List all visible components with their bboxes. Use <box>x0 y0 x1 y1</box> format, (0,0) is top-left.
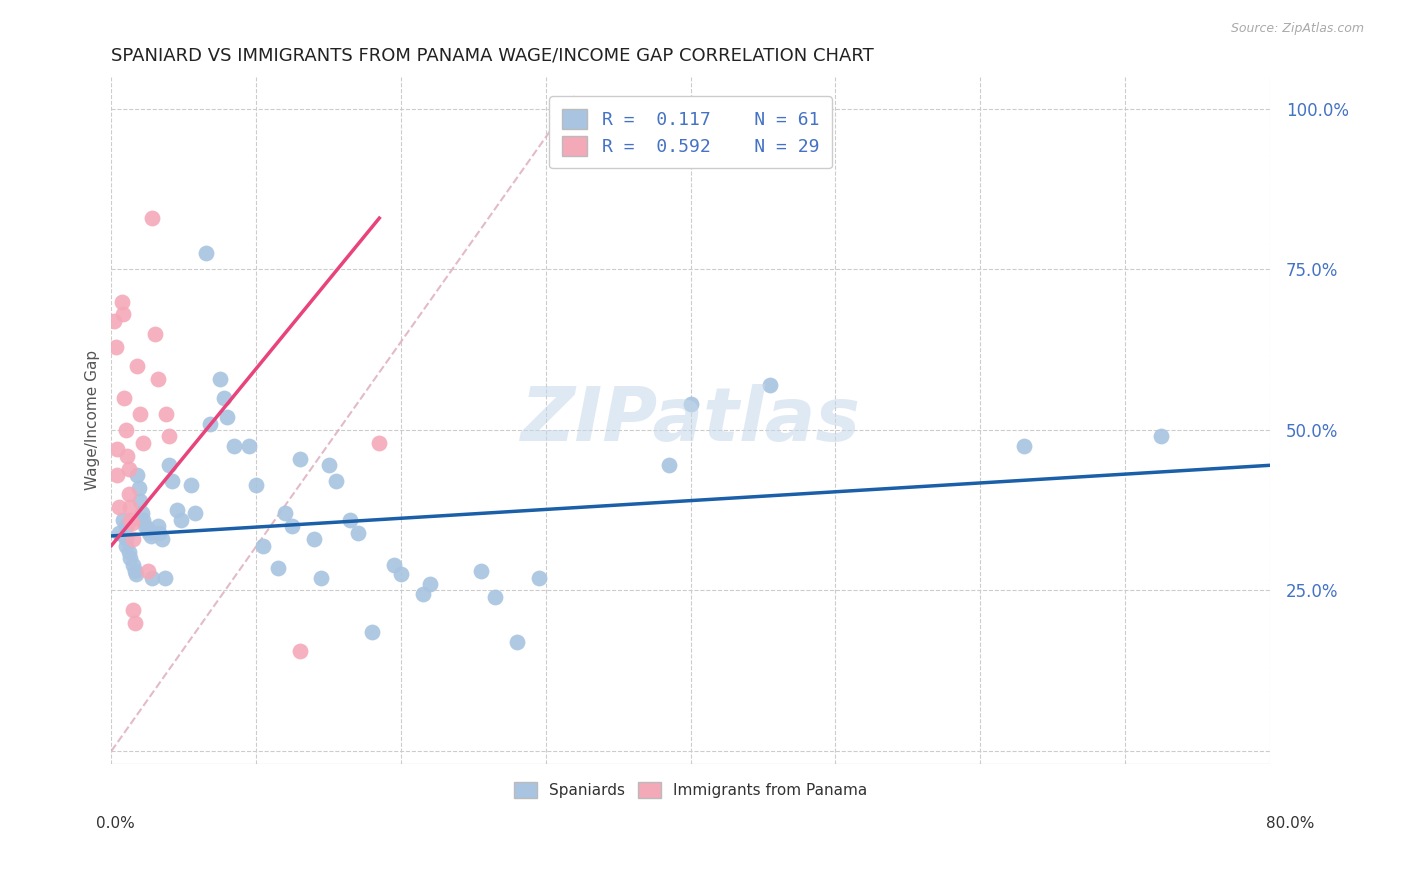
Point <box>120 551 142 566</box>
Point <box>288 451 311 466</box>
Point <box>155 407 177 421</box>
Point <box>153 571 176 585</box>
Point <box>131 507 153 521</box>
Point <box>105 442 128 457</box>
Point <box>679 397 702 411</box>
Point <box>311 571 333 585</box>
Point <box>506 635 529 649</box>
Point <box>105 467 128 482</box>
Point <box>134 519 156 533</box>
Point <box>484 590 506 604</box>
Point <box>122 603 145 617</box>
Point <box>325 475 347 489</box>
Point <box>658 458 681 473</box>
Point <box>141 211 163 226</box>
Point <box>148 525 170 540</box>
Point <box>115 519 138 533</box>
Point <box>122 532 145 546</box>
Point <box>166 503 188 517</box>
Point <box>127 359 149 373</box>
Point <box>138 525 160 540</box>
Point <box>132 513 155 527</box>
Point <box>124 615 146 630</box>
Point <box>412 587 434 601</box>
Point <box>1012 439 1035 453</box>
Point <box>267 561 290 575</box>
Point <box>288 644 311 658</box>
Text: 0.0%: 0.0% <box>96 816 135 830</box>
Point <box>136 523 159 537</box>
Point <box>389 567 412 582</box>
Point <box>111 307 134 321</box>
Point <box>132 435 155 450</box>
Point <box>118 487 141 501</box>
Point <box>368 435 391 450</box>
Point <box>107 500 129 514</box>
Point <box>146 371 169 385</box>
Point <box>150 532 173 546</box>
Point <box>339 513 361 527</box>
Point <box>180 477 202 491</box>
Point <box>136 564 159 578</box>
Point <box>238 439 260 453</box>
Point <box>104 339 127 353</box>
Point <box>120 500 142 514</box>
Point <box>194 246 217 260</box>
Point <box>120 513 142 527</box>
Point <box>224 439 246 453</box>
Point <box>170 513 193 527</box>
Legend: Spaniards, Immigrants from Panama: Spaniards, Immigrants from Panama <box>506 774 875 805</box>
Point <box>127 467 149 482</box>
Point <box>115 423 138 437</box>
Point <box>217 410 239 425</box>
Point <box>198 417 221 431</box>
Point <box>129 493 152 508</box>
Point <box>252 539 274 553</box>
Text: SPANIARD VS IMMIGRANTS FROM PANAMA WAGE/INCOME GAP CORRELATION CHART: SPANIARD VS IMMIGRANTS FROM PANAMA WAGE/… <box>111 46 875 64</box>
Point <box>274 507 297 521</box>
Point <box>759 378 782 392</box>
Point <box>470 564 492 578</box>
Y-axis label: Wage/Income Gap: Wage/Income Gap <box>86 351 100 491</box>
Point <box>141 571 163 585</box>
Point <box>114 391 136 405</box>
Point <box>118 545 141 559</box>
Point <box>128 481 150 495</box>
Point <box>110 294 132 309</box>
Point <box>419 577 441 591</box>
Point <box>157 429 180 443</box>
Point <box>111 513 134 527</box>
Point <box>281 519 304 533</box>
Point <box>121 516 143 530</box>
Point <box>361 625 384 640</box>
Point <box>527 571 550 585</box>
Point <box>302 532 325 546</box>
Point <box>118 461 141 475</box>
Point <box>157 458 180 473</box>
Point <box>245 477 267 491</box>
Point <box>139 529 162 543</box>
Point <box>122 558 145 572</box>
Point <box>115 532 138 546</box>
Point <box>318 458 340 473</box>
Point <box>125 567 148 582</box>
Point <box>214 391 236 405</box>
Text: Source: ZipAtlas.com: Source: ZipAtlas.com <box>1230 22 1364 36</box>
Point <box>346 525 368 540</box>
Point <box>146 519 169 533</box>
Point <box>129 407 152 421</box>
Point <box>115 539 138 553</box>
Point <box>103 314 125 328</box>
Point <box>382 558 405 572</box>
Text: ZIPatlas: ZIPatlas <box>520 384 860 457</box>
Point <box>117 449 139 463</box>
Point <box>107 525 129 540</box>
Point <box>143 326 166 341</box>
Point <box>1150 429 1173 443</box>
Point <box>124 564 146 578</box>
Point <box>208 371 231 385</box>
Point <box>184 507 207 521</box>
Point <box>160 475 183 489</box>
Text: 80.0%: 80.0% <box>1267 816 1315 830</box>
